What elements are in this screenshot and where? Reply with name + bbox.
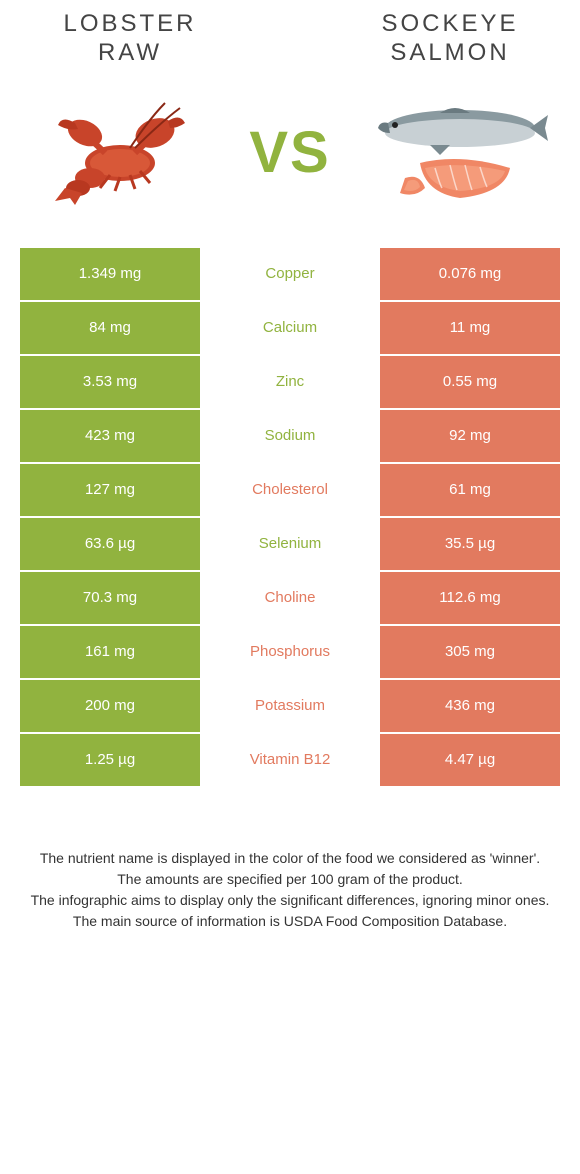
nutrient-name: Sodium <box>200 410 380 462</box>
nutrient-name: Calcium <box>200 302 380 354</box>
images-row: VS <box>0 68 580 248</box>
left-value: 423 mg <box>20 410 200 462</box>
nutrient-name: Potassium <box>200 680 380 732</box>
nutrient-name: Copper <box>200 248 380 300</box>
table-row: 200 mgPotassium436 mg <box>20 680 560 734</box>
table-row: 127 mgCholesterol61 mg <box>20 464 560 518</box>
footer-line: The main source of information is USDA F… <box>30 911 550 932</box>
vs-label: VS <box>249 119 330 186</box>
nutrient-name: Zinc <box>200 356 380 408</box>
table-row: 3.53 mgZinc0.55 mg <box>20 356 560 410</box>
header: LOBSTER RAW SOCKEYE SALMON <box>0 0 580 68</box>
right-value: 305 mg <box>380 626 560 678</box>
footer-line: The nutrient name is displayed in the co… <box>30 848 550 869</box>
nutrient-name: Phosphorus <box>200 626 380 678</box>
food2-title: SOCKEYE SALMON <box>350 10 550 68</box>
left-value: 70.3 mg <box>20 572 200 624</box>
right-value: 436 mg <box>380 680 560 732</box>
nutrient-table: 1.349 mgCopper0.076 mg84 mgCalcium11 mg3… <box>20 248 560 788</box>
right-value: 61 mg <box>380 464 560 516</box>
table-row: 63.6 µgSelenium35.5 µg <box>20 518 560 572</box>
table-row: 423 mgSodium92 mg <box>20 410 560 464</box>
left-value: 1.25 µg <box>20 734 200 786</box>
left-value: 161 mg <box>20 626 200 678</box>
table-row: 70.3 mgCholine112.6 mg <box>20 572 560 626</box>
right-value: 11 mg <box>380 302 560 354</box>
right-value: 0.076 mg <box>380 248 560 300</box>
table-row: 84 mgCalcium11 mg <box>20 302 560 356</box>
right-value: 4.47 µg <box>380 734 560 786</box>
nutrient-name: Choline <box>200 572 380 624</box>
right-value: 35.5 µg <box>380 518 560 570</box>
footer-notes: The nutrient name is displayed in the co… <box>0 788 580 952</box>
nutrient-name: Selenium <box>200 518 380 570</box>
table-row: 161 mgPhosphorus305 mg <box>20 626 560 680</box>
right-value: 0.55 mg <box>380 356 560 408</box>
left-value: 200 mg <box>20 680 200 732</box>
left-value: 1.349 mg <box>20 248 200 300</box>
left-value: 127 mg <box>20 464 200 516</box>
lobster-icon <box>40 93 200 213</box>
table-row: 1.25 µgVitamin B124.47 µg <box>20 734 560 788</box>
lobster-image <box>30 88 210 218</box>
footer-line: The infographic aims to display only the… <box>30 890 550 911</box>
table-row: 1.349 mgCopper0.076 mg <box>20 248 560 302</box>
salmon-image <box>370 88 550 218</box>
nutrient-name: Vitamin B12 <box>200 734 380 786</box>
food1-title: LOBSTER RAW <box>30 10 230 68</box>
right-value: 92 mg <box>380 410 560 462</box>
left-value: 63.6 µg <box>20 518 200 570</box>
salmon-icon <box>370 93 550 213</box>
right-value: 112.6 mg <box>380 572 560 624</box>
left-value: 84 mg <box>20 302 200 354</box>
nutrient-name: Cholesterol <box>200 464 380 516</box>
footer-line: The amounts are specified per 100 gram o… <box>30 869 550 890</box>
left-value: 3.53 mg <box>20 356 200 408</box>
